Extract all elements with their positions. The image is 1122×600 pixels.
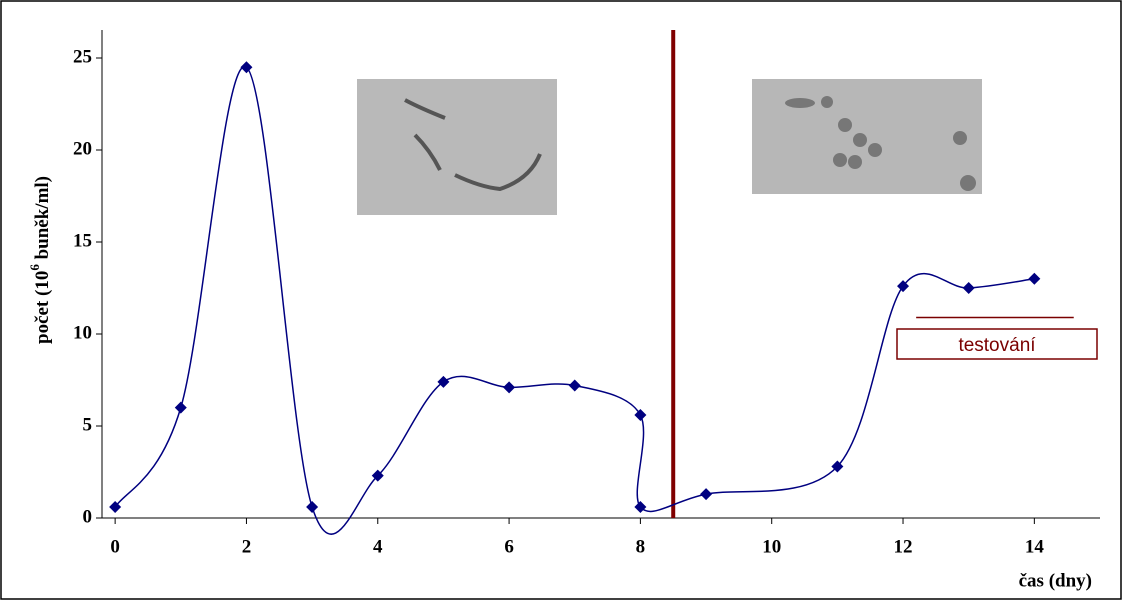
- y-tick-label: 15: [73, 230, 92, 251]
- x-axis-title: čas (dny): [1019, 570, 1092, 591]
- y-tick-label: 0: [83, 506, 93, 527]
- marker: [437, 375, 450, 388]
- marker: [109, 500, 122, 513]
- x-tick-label: 10: [762, 536, 781, 557]
- marker: [174, 401, 187, 414]
- marker: [831, 460, 844, 473]
- cell-photo: [357, 79, 557, 215]
- marker: [371, 469, 384, 482]
- y-tick-label: 20: [73, 138, 92, 159]
- marker: [634, 500, 647, 513]
- annotation: testování: [958, 335, 1036, 356]
- y-tick-label: 10: [73, 322, 92, 343]
- marker: [1028, 272, 1041, 285]
- x-tick-label: 4: [373, 536, 383, 557]
- marker: [306, 500, 319, 513]
- marker: [700, 488, 713, 501]
- x-tick-label: 8: [636, 536, 646, 557]
- marker: [897, 280, 910, 293]
- cell-photo: [752, 79, 982, 194]
- y-tick-label: 25: [73, 46, 92, 67]
- marker: [503, 381, 516, 394]
- x-tick-label: 2: [242, 536, 252, 557]
- x-tick-label: 6: [504, 536, 514, 557]
- y-tick-label: 5: [83, 414, 93, 435]
- annotation-box: [896, 328, 1098, 360]
- marker: [634, 408, 647, 421]
- marker: [568, 379, 581, 392]
- x-tick-label: 0: [110, 536, 120, 557]
- marker: [240, 61, 253, 74]
- marker: [962, 282, 975, 294]
- x-tick-label: 14: [1025, 536, 1045, 557]
- x-tick-label: 12: [894, 536, 913, 557]
- y-axis-title: počet (106 buněk/ml): [27, 176, 53, 344]
